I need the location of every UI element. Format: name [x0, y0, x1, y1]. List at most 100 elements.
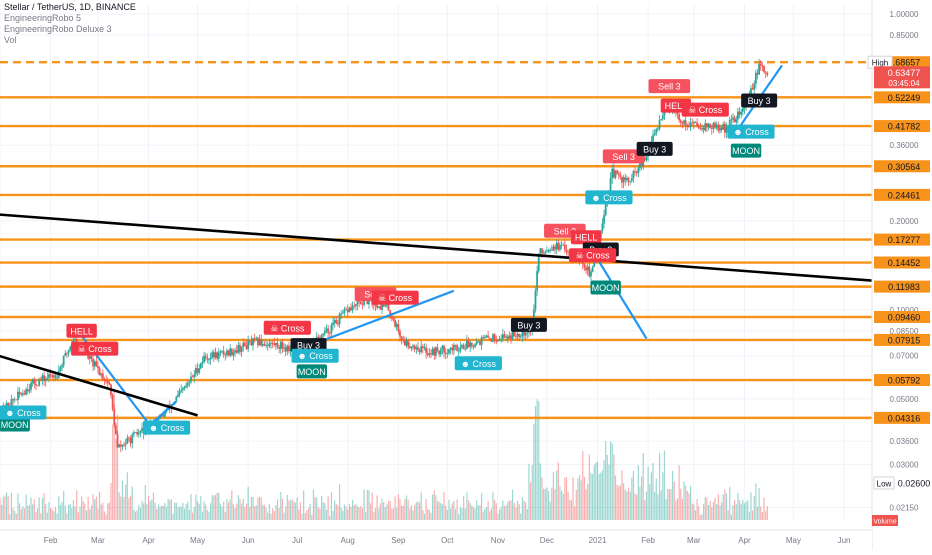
legend-indicator-1[interactable]: EngineeringRobo 5 [4, 13, 82, 23]
candle-body [590, 271, 592, 277]
candle-body [495, 339, 498, 342]
time-tick-label: Dec [540, 536, 554, 545]
volume-bar [307, 508, 310, 520]
trendline-blue[interactable] [591, 250, 648, 340]
candle-body [237, 345, 240, 353]
signal-cross-up[interactable]: ☻ Cross [291, 348, 339, 363]
volume-bar [206, 510, 208, 520]
volume-bar [629, 491, 631, 520]
signal-cross-down[interactable]: ☠ Cross [569, 248, 617, 263]
time-tick-label: 2021 [589, 536, 607, 545]
signal-sell[interactable]: Sell 3 [648, 79, 691, 94]
signal-hell[interactable]: HELL [66, 323, 97, 338]
signal-buy[interactable]: Buy 3 [741, 93, 778, 108]
signal-buy[interactable]: Buy 3 [510, 317, 547, 332]
volume-bar [365, 511, 367, 520]
signal-cross-down[interactable]: ☠ Cross [371, 290, 419, 305]
candle-body [88, 356, 91, 359]
volume-bar [358, 507, 360, 520]
volume-bar [366, 489, 368, 520]
candle-body [276, 342, 279, 348]
volume-bar [451, 503, 453, 520]
candle-body [728, 119, 731, 129]
volume-bar [175, 502, 177, 520]
volume-bar [234, 508, 236, 520]
candle-body [616, 170, 619, 174]
volume-bar [20, 508, 22, 520]
volume-bar [520, 513, 522, 520]
candle-body [141, 428, 143, 431]
candle-body [266, 345, 269, 347]
volume-bar [258, 496, 261, 520]
time-tick-label: May [190, 536, 205, 545]
volume-bar [90, 505, 93, 520]
volume-bar [663, 450, 666, 520]
signal-cross-up[interactable]: ☻ Cross [454, 356, 502, 371]
signal-moon[interactable]: MOON [590, 280, 621, 295]
trendline-black[interactable] [0, 213, 894, 284]
signal-buy[interactable]: Buy 3 [290, 338, 327, 353]
volume-bar [732, 505, 734, 520]
volume-bar [538, 401, 540, 520]
volume-bar [157, 504, 159, 520]
volume-bar [645, 491, 648, 520]
signal-cross-down[interactable]: ☠ Cross [71, 341, 119, 356]
signal-text: Buy 3 [517, 320, 540, 330]
volume-bar [130, 495, 132, 520]
signal-cross-up[interactable]: ☻ Cross [142, 420, 191, 435]
volume-bar [356, 506, 359, 520]
candle-body [645, 156, 648, 161]
volume-bar [280, 491, 282, 520]
legend-indicator-3[interactable]: Vol [4, 35, 17, 45]
signal-moon[interactable]: MOON [0, 417, 30, 432]
candle-body [118, 444, 121, 448]
trendline-black[interactable] [0, 354, 198, 417]
signal-badge [0, 405, 47, 420]
signal-buy[interactable]: Buy 3 [636, 141, 673, 156]
signal-moon[interactable]: MOON [730, 143, 762, 158]
time-tick-label: Mar [687, 536, 701, 545]
signal-cross-up[interactable]: ☻ Cross [0, 405, 47, 420]
signal-hell[interactable]: HELL [570, 230, 602, 245]
candle-body [686, 125, 689, 127]
volume-bar [467, 500, 470, 520]
volume-bar [159, 506, 161, 520]
signal-cross-up[interactable]: ☻ Cross [585, 190, 633, 205]
price-tick-label: 1.00000 [890, 10, 919, 19]
candle-body [64, 353, 67, 356]
volume-bar [389, 501, 391, 520]
volume-bar [232, 504, 235, 520]
candle-body [379, 306, 382, 310]
signal-sell[interactable]: Sell 3 [602, 149, 645, 164]
candle-body [399, 331, 401, 337]
candle-body [523, 331, 525, 336]
volume-bar [363, 489, 365, 520]
signal-cross-up[interactable]: ☻ Cross [727, 124, 775, 139]
candle-body [317, 336, 320, 338]
candle-body [585, 267, 587, 271]
volume-bar [720, 502, 723, 520]
volume-bar [595, 462, 597, 520]
candle-body [467, 340, 470, 347]
signal-moon[interactable]: MOON [296, 364, 328, 379]
legend-indicator-2[interactable]: EngineeringRobo Deluxe 3 [4, 24, 112, 34]
price-axis[interactable]: 1.00000 0.85000 0.36000 0.20000 0.10000 0.085… [867, 0, 932, 550]
signal-text: ☻ Cross [5, 408, 41, 418]
time-axis[interactable]: Feb Mar Apr May Jun Jul Aug Sep Oct Nov Dec 2021 Feb… [0, 528, 872, 550]
candle-body [625, 178, 628, 181]
volume-bar [533, 424, 535, 520]
volume-bar [46, 512, 48, 520]
volume-bar [334, 500, 336, 520]
time-tick-label: Apr [738, 536, 751, 545]
signal-cross-down[interactable]: ☠ Cross [263, 320, 311, 335]
volume-bar [352, 499, 354, 520]
volume-bar [410, 505, 413, 520]
volume-bar [743, 503, 746, 520]
candle-body [696, 122, 698, 127]
volume-bar [716, 503, 718, 520]
candle-body [67, 349, 70, 354]
candle-body [604, 204, 607, 216]
signal-cross-down[interactable]: ☠ Cross [681, 102, 729, 117]
